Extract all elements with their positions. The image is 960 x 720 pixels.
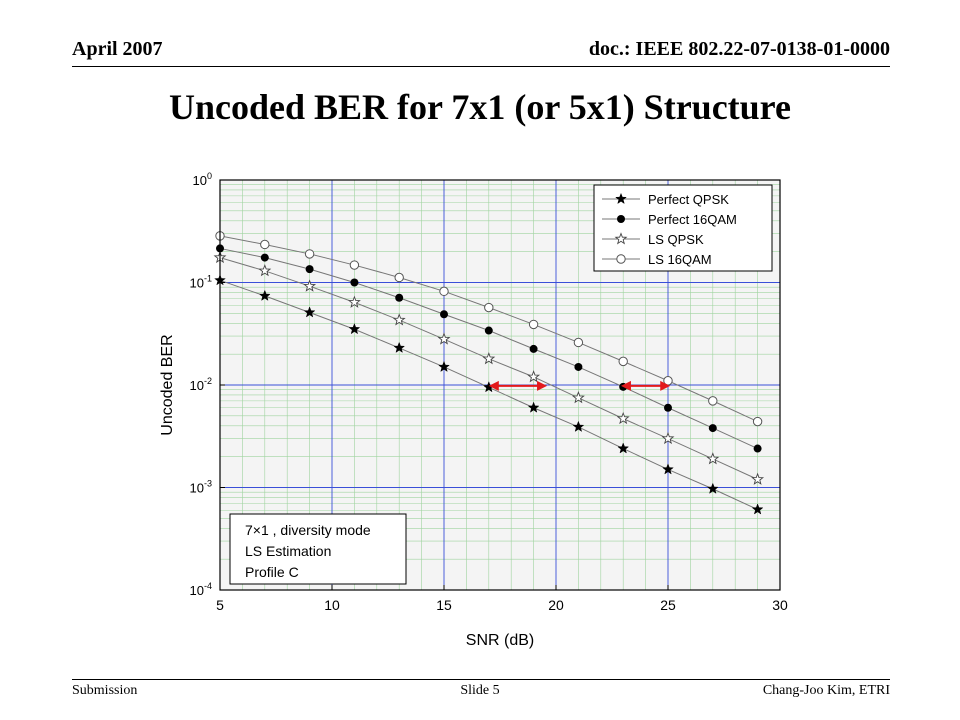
y-axis-label: Uncoded BER [159,334,176,435]
x-tick-label: 15 [436,597,452,613]
legend-entry: LS QPSK [602,232,704,247]
x-axis-label: SNR (dB) [466,632,534,649]
data-point [708,424,717,433]
data-point [347,295,361,308]
data-point [664,403,672,412]
x-tick-label: 20 [548,597,564,613]
gap-arrow [620,380,671,391]
y-tick-label: 10-2 [190,376,212,393]
data-point [708,396,718,406]
tick-layer: 5 10 15 20 25 30 100 10-1 10-2 10-3 10-4 [190,171,788,613]
data-point [527,401,540,413]
data-point [437,332,451,345]
legend-label: LS 16QAM [648,252,712,267]
data-point [439,286,449,297]
data-point [706,482,719,494]
legend-marker [617,215,625,223]
data-point [529,344,538,353]
x-tick-label: 30 [772,597,788,613]
legend-entry: Perfect QPSK [602,192,729,207]
data-point [305,265,314,274]
x-tick-label: 5 [216,597,224,613]
header-rule [72,66,890,67]
legend-marker [614,232,628,245]
legend-entry: LS 16QAM [602,252,712,267]
y-tick-label: 10-4 [190,581,212,598]
data-point [706,452,720,465]
data-point [751,472,765,485]
annotation-line-1: 7×1 , diversity mode [245,522,371,538]
header-date: April 2007 [72,38,163,60]
data-point [484,326,493,335]
data-point [303,279,317,292]
data-point [258,264,272,277]
legend: Perfect QPSK Perfect 16QAM LS QPSK LS 16QAM [593,184,773,272]
data-point [528,319,539,330]
data-point [350,278,359,287]
data-point [617,442,630,454]
data-point [348,323,361,335]
series-perfect-qpsk [214,274,764,515]
data-point [394,272,404,283]
data-point [618,356,628,367]
y-tick-label: 100 [193,171,212,188]
legend-label: Perfect 16QAM [648,212,737,227]
data-point [484,302,494,313]
data-point [393,341,406,353]
arrow-layer [488,380,671,391]
legend-marker [616,254,626,264]
data-point [482,352,496,365]
data-point [438,360,450,372]
gap-arrow [488,380,548,391]
data-point [751,503,764,515]
arrow-head-right [537,380,548,391]
data-point [571,391,585,404]
series-ls-qpsk [213,250,765,485]
data-point [661,431,675,445]
data-point [392,313,406,326]
footer-submission: Submission [72,683,138,698]
footer-author: Chang-Joo Kim, ETRI [762,683,890,698]
data-point [304,249,315,259]
series-layer [213,231,765,515]
data-point [616,411,630,425]
header-doc-number: doc.: IEEE 802.22-07-0138-01-0000 [588,38,890,60]
data-point [574,362,583,371]
data-point [752,416,763,427]
data-point [260,239,270,250]
y-tick-label: 10-1 [190,274,212,291]
legend-label: Perfect QPSK [648,192,729,207]
x-tick-label: 10 [324,597,340,613]
annotation-box: 7×1 , diversity mode LS Estimation Profi… [229,513,407,585]
annotation-line-3: Profile C [245,564,299,580]
data-point [258,289,271,301]
footer-slide-number: Slide 5 [460,683,500,698]
data-point [260,253,269,262]
series-ls-16qam [215,231,763,427]
legend-entry: Perfect 16QAM [602,212,737,227]
footer-rule [72,679,890,680]
series-perfect-16qam [216,244,762,453]
annotation-line-2: LS Estimation [245,543,331,559]
x-tick-label: 25 [660,597,676,613]
data-point [303,306,316,318]
arrow-head-right [660,380,671,391]
data-point [349,260,360,270]
data-point [753,444,762,453]
slide-title: Uncoded BER for 7x1 (or 5x1) Structure [169,87,791,127]
legend-label: LS QPSK [648,232,704,247]
arrow-head-left [620,380,631,391]
annotation-frame [229,513,407,585]
data-point [572,420,585,432]
arrow-head-left [488,380,499,391]
data-point [573,337,584,348]
data-point [527,370,541,383]
data-point [662,463,674,475]
legend-marker [615,192,627,205]
data-point [395,293,404,302]
data-point [440,310,448,319]
y-tick-label: 10-3 [190,479,212,496]
